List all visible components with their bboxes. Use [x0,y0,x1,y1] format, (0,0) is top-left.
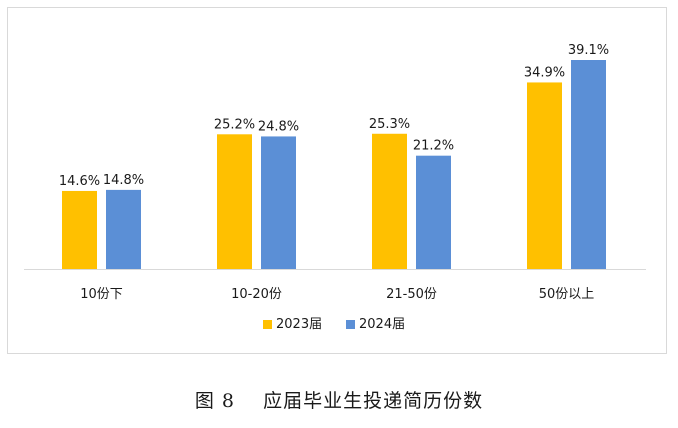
data-label-2-4: 39.1% [568,43,609,58]
data-label-1-3: 25.3% [369,117,410,132]
data-label-2-1: 14.8% [103,173,144,188]
legend-label-2: 2024届 [359,317,405,332]
x-tick-label-4: 50份以上 [539,287,595,302]
legend-label-1: 2023届 [276,317,322,332]
data-label-1-2: 25.2% [214,117,255,132]
bar-2-4 [571,60,606,269]
bar-1-4 [527,82,562,269]
bar-1-2 [217,134,252,269]
bar-2-1 [106,189,141,269]
legend-swatch-1 [263,320,272,329]
data-label-1-1: 14.6% [59,174,100,189]
x-tick-label-2: 10-20份 [231,287,282,302]
data-label-2-2: 24.8% [258,119,299,134]
bar-1-1 [62,190,97,269]
bar-2-2 [261,136,296,269]
x-tick-label-3: 21-50份 [386,287,437,302]
bar-1-3 [372,133,407,269]
chart-canvas: 14.6% 14.8% 10份下 25.2% 24.8% 10-20份 25.3%21.2%… [24,43,646,332]
data-label-2-3: 21.2% [413,139,454,154]
data-label-1-4: 34.9% [524,65,565,80]
bar-2-3 [416,155,451,269]
figure-caption: 图 8 应届毕业生投递简历份数 [194,390,484,412]
legend-swatch-2 [346,320,355,329]
x-tick-label-1: 10份下 [80,287,123,302]
